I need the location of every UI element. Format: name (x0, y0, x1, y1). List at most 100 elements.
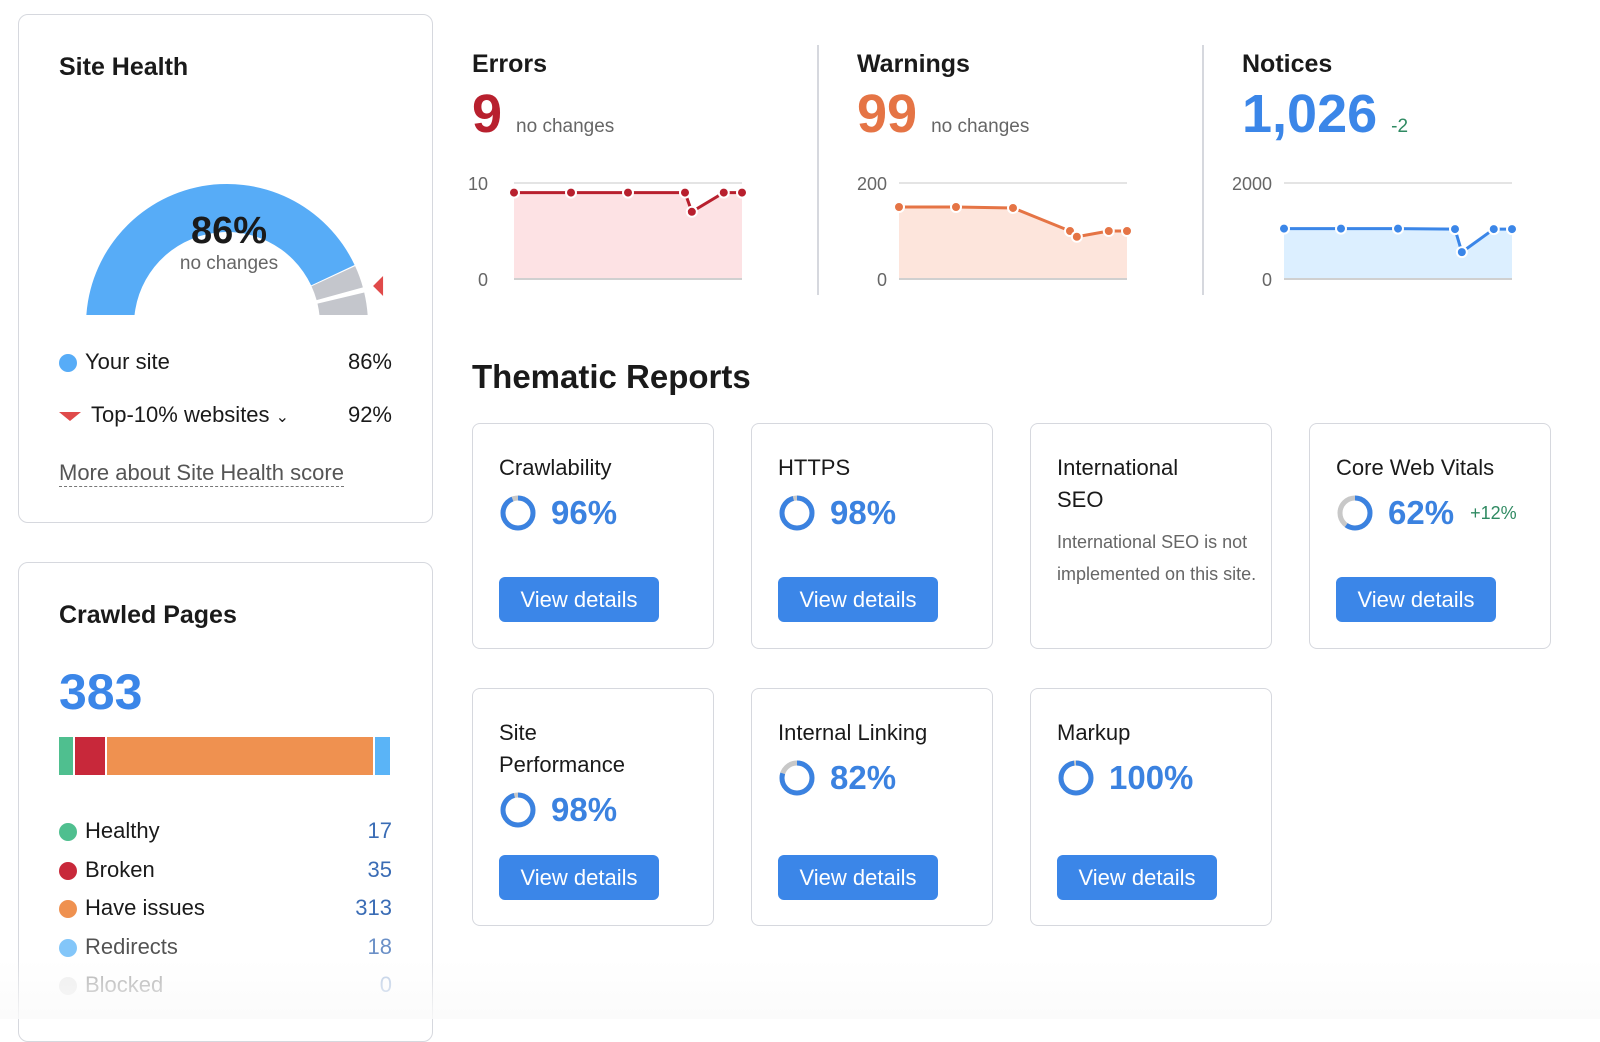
sparkline-point[interactable] (1506, 223, 1518, 236)
metric-change: no changes (931, 116, 1030, 137)
report-card-https: HTTPS 98% View details (751, 423, 993, 649)
sparkline-point[interactable] (622, 186, 634, 199)
divider (1202, 45, 1204, 295)
crawled-count[interactable]: 313 (355, 895, 392, 920)
axis-tick-label: 0 (478, 270, 488, 290)
sparkline-area (1284, 228, 1512, 279)
legend-your-site: Your site 86% (59, 349, 392, 375)
crawled-total[interactable]: 383 (59, 664, 143, 720)
crawled-pages-card: Crawled Pages 383 Healthy 17 Broken 35 Have … (18, 562, 433, 1042)
sparkline-point[interactable] (679, 186, 691, 199)
axis-tick-label: 2000 (1232, 174, 1272, 194)
report-card-international-seo: International SEO International SEO is no… (1030, 423, 1272, 649)
site-health-value: 86% (190, 210, 268, 252)
legend-value: 92% (347, 402, 392, 427)
sparkline-point[interactable] (1102, 225, 1115, 237)
sparkline-area (514, 192, 742, 279)
metric-value[interactable]: 9 (472, 84, 503, 144)
metric-value[interactable]: 1,026 (1242, 84, 1378, 144)
bar-segment-healthy[interactable] (59, 737, 74, 775)
progress-ring-icon (1058, 760, 1094, 796)
site-health-gauge (86, 184, 384, 315)
crawled-count[interactable]: 18 (367, 933, 392, 959)
report-percent[interactable]: 82% (830, 759, 897, 796)
bar-segment-broken[interactable] (75, 737, 106, 775)
sparkline-point[interactable] (950, 201, 962, 213)
sparkline-point[interactable] (736, 186, 748, 199)
progress-ring-icon (1337, 495, 1373, 531)
report-title: International SEO (1057, 455, 1179, 512)
view-details-button[interactable]: View details (499, 855, 659, 900)
site-health-change: no changes (179, 253, 279, 274)
progress-ring-icon (500, 792, 536, 828)
progress-ring-icon (779, 760, 815, 796)
sparkline-point[interactable] (1449, 223, 1461, 236)
sparkline-point[interactable] (1007, 201, 1019, 214)
bar-segment-have-issues[interactable] (107, 737, 373, 775)
report-percent[interactable]: 98% (551, 791, 618, 828)
view-details-button[interactable]: View details (778, 577, 938, 622)
report-percent[interactable]: 96% (551, 494, 618, 531)
bottom-fade (0, 959, 1600, 1019)
crawled-label: Redirects (85, 933, 178, 959)
sparkline-point[interactable] (1335, 222, 1347, 235)
crawled-row[interactable]: Broken 35 (59, 857, 392, 883)
report-title: HTTPS (778, 455, 851, 480)
gauge-gap-arc (311, 266, 363, 301)
report-change: +12% (1470, 502, 1517, 523)
crawled-count[interactable]: 17 (367, 818, 392, 843)
sparkline-point[interactable] (685, 205, 698, 218)
sparkline-point[interactable] (1070, 230, 1083, 243)
legend-label: Your site (85, 349, 170, 374)
site-health-link[interactable]: More about Site Health score (59, 460, 344, 487)
report-percent[interactable]: 98% (830, 494, 897, 531)
crawled-row[interactable]: Redirects 18 (59, 934, 392, 960)
view-details-button[interactable]: View details (499, 577, 659, 622)
sparkline-point[interactable] (508, 186, 520, 199)
metric-title: Warnings (857, 50, 970, 78)
legend-value: 86% (347, 349, 392, 374)
sparkline-point[interactable] (1487, 223, 1500, 236)
metric-sparkline: 2000 0 (1232, 174, 1518, 290)
sparkline-point[interactable] (1121, 225, 1133, 237)
report-title: Crawlability (499, 455, 612, 480)
crawled-label: Healthy (85, 818, 160, 843)
metric-title: Errors (472, 50, 548, 78)
status-dot (59, 823, 77, 842)
sparkline-point[interactable] (1455, 246, 1468, 259)
chevron-down-icon[interactable]: ⌄ (275, 409, 290, 426)
crawled-label: Have issues (85, 895, 205, 920)
sparkline-point[interactable] (1392, 222, 1404, 235)
bar-segment-redirects[interactable] (374, 737, 390, 775)
crawled-bar (59, 737, 392, 775)
triangle-down-icon (59, 411, 81, 421)
view-details-button[interactable]: View details (778, 855, 938, 900)
sparkline-point[interactable] (565, 186, 577, 199)
status-dot (59, 900, 77, 919)
sparkline-point[interactable] (893, 201, 905, 213)
report-title: Markup (1057, 720, 1131, 745)
status-dot (59, 861, 77, 880)
sparkline-point[interactable] (1278, 222, 1290, 235)
report-percent[interactable]: 100% (1109, 759, 1194, 796)
sparkline-point[interactable] (717, 186, 730, 199)
metric-sparkline: 2000 (857, 174, 1133, 290)
status-dot (59, 938, 77, 957)
legend-label: Top-10% websites (91, 402, 270, 427)
report-percent[interactable]: 62% (1388, 494, 1455, 531)
legend-top10[interactable]: Top-10% websites ⌄ 92% (59, 402, 392, 428)
crawled-label: Broken (85, 856, 155, 882)
view-details-button[interactable]: View details (1057, 855, 1217, 900)
crawled-count[interactable]: 35 (367, 856, 392, 882)
divider (817, 45, 819, 295)
crawled-row[interactable]: Have issues 313 (59, 895, 392, 921)
report-card-markup: Markup 100% View details (1030, 688, 1272, 926)
top10-marker (373, 275, 384, 296)
report-card-site-performance: Site Performance 98% View details (472, 688, 714, 926)
sparkline-area (899, 207, 1127, 279)
view-details-button[interactable]: View details (1336, 577, 1496, 622)
metric-notices: Notices 1,026 -2 (1242, 50, 1572, 145)
gauge-your-site-arc (86, 184, 355, 315)
metric-value[interactable]: 99 (857, 84, 918, 144)
crawled-row[interactable]: Healthy 17 (59, 818, 392, 844)
